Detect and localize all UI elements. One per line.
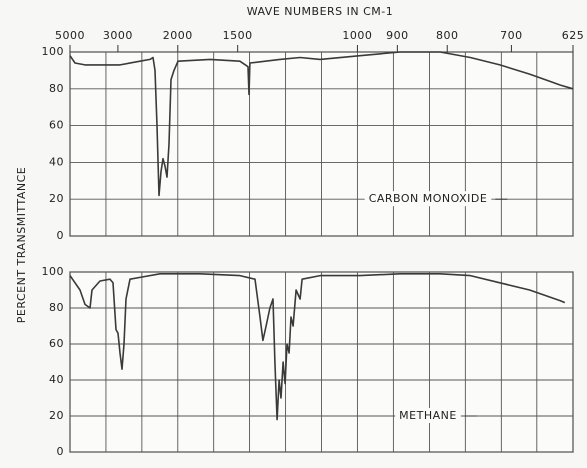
- y-tick-label: 0: [57, 229, 65, 242]
- annotation-bg: [395, 408, 461, 423]
- y-tick-label: 0: [57, 445, 65, 458]
- y-axis-title: PERCENT TRANSMITTANCE: [15, 167, 28, 323]
- y-tick-label: 80: [49, 301, 64, 314]
- x-tick-label: 5000: [55, 29, 85, 42]
- annotation-bg: [364, 191, 492, 207]
- x-tick-label: 625: [562, 29, 585, 42]
- x-tick-label: 2000: [163, 29, 193, 42]
- x-tick-label: 700: [500, 29, 523, 42]
- y-tick-label: 40: [49, 373, 64, 386]
- y-tick-label: 100: [42, 45, 65, 58]
- y-tick-label: 100: [42, 265, 65, 278]
- y-tick-label: 80: [49, 82, 64, 95]
- annotation: METHANE: [399, 409, 457, 422]
- spectrum-line: [69, 51, 574, 197]
- spectrum-line: [69, 273, 566, 421]
- y-tick-label: 20: [49, 192, 64, 205]
- x-tick-label: 1000: [342, 29, 372, 42]
- annotation: CARBON MONOXIDE: [369, 192, 488, 205]
- x-tick-label: 800: [436, 29, 459, 42]
- x-tick-label: 3000: [103, 29, 133, 42]
- y-tick-label: 60: [49, 119, 64, 132]
- x-axis-title: WAVE NUMBERS IN CM-1: [247, 5, 394, 18]
- x-tick-label: 1500: [223, 29, 253, 42]
- y-tick-label: 60: [49, 337, 64, 350]
- y-tick-label: 40: [49, 155, 64, 168]
- y-tick-label: 20: [49, 409, 64, 422]
- x-tick-label: 900: [386, 29, 409, 42]
